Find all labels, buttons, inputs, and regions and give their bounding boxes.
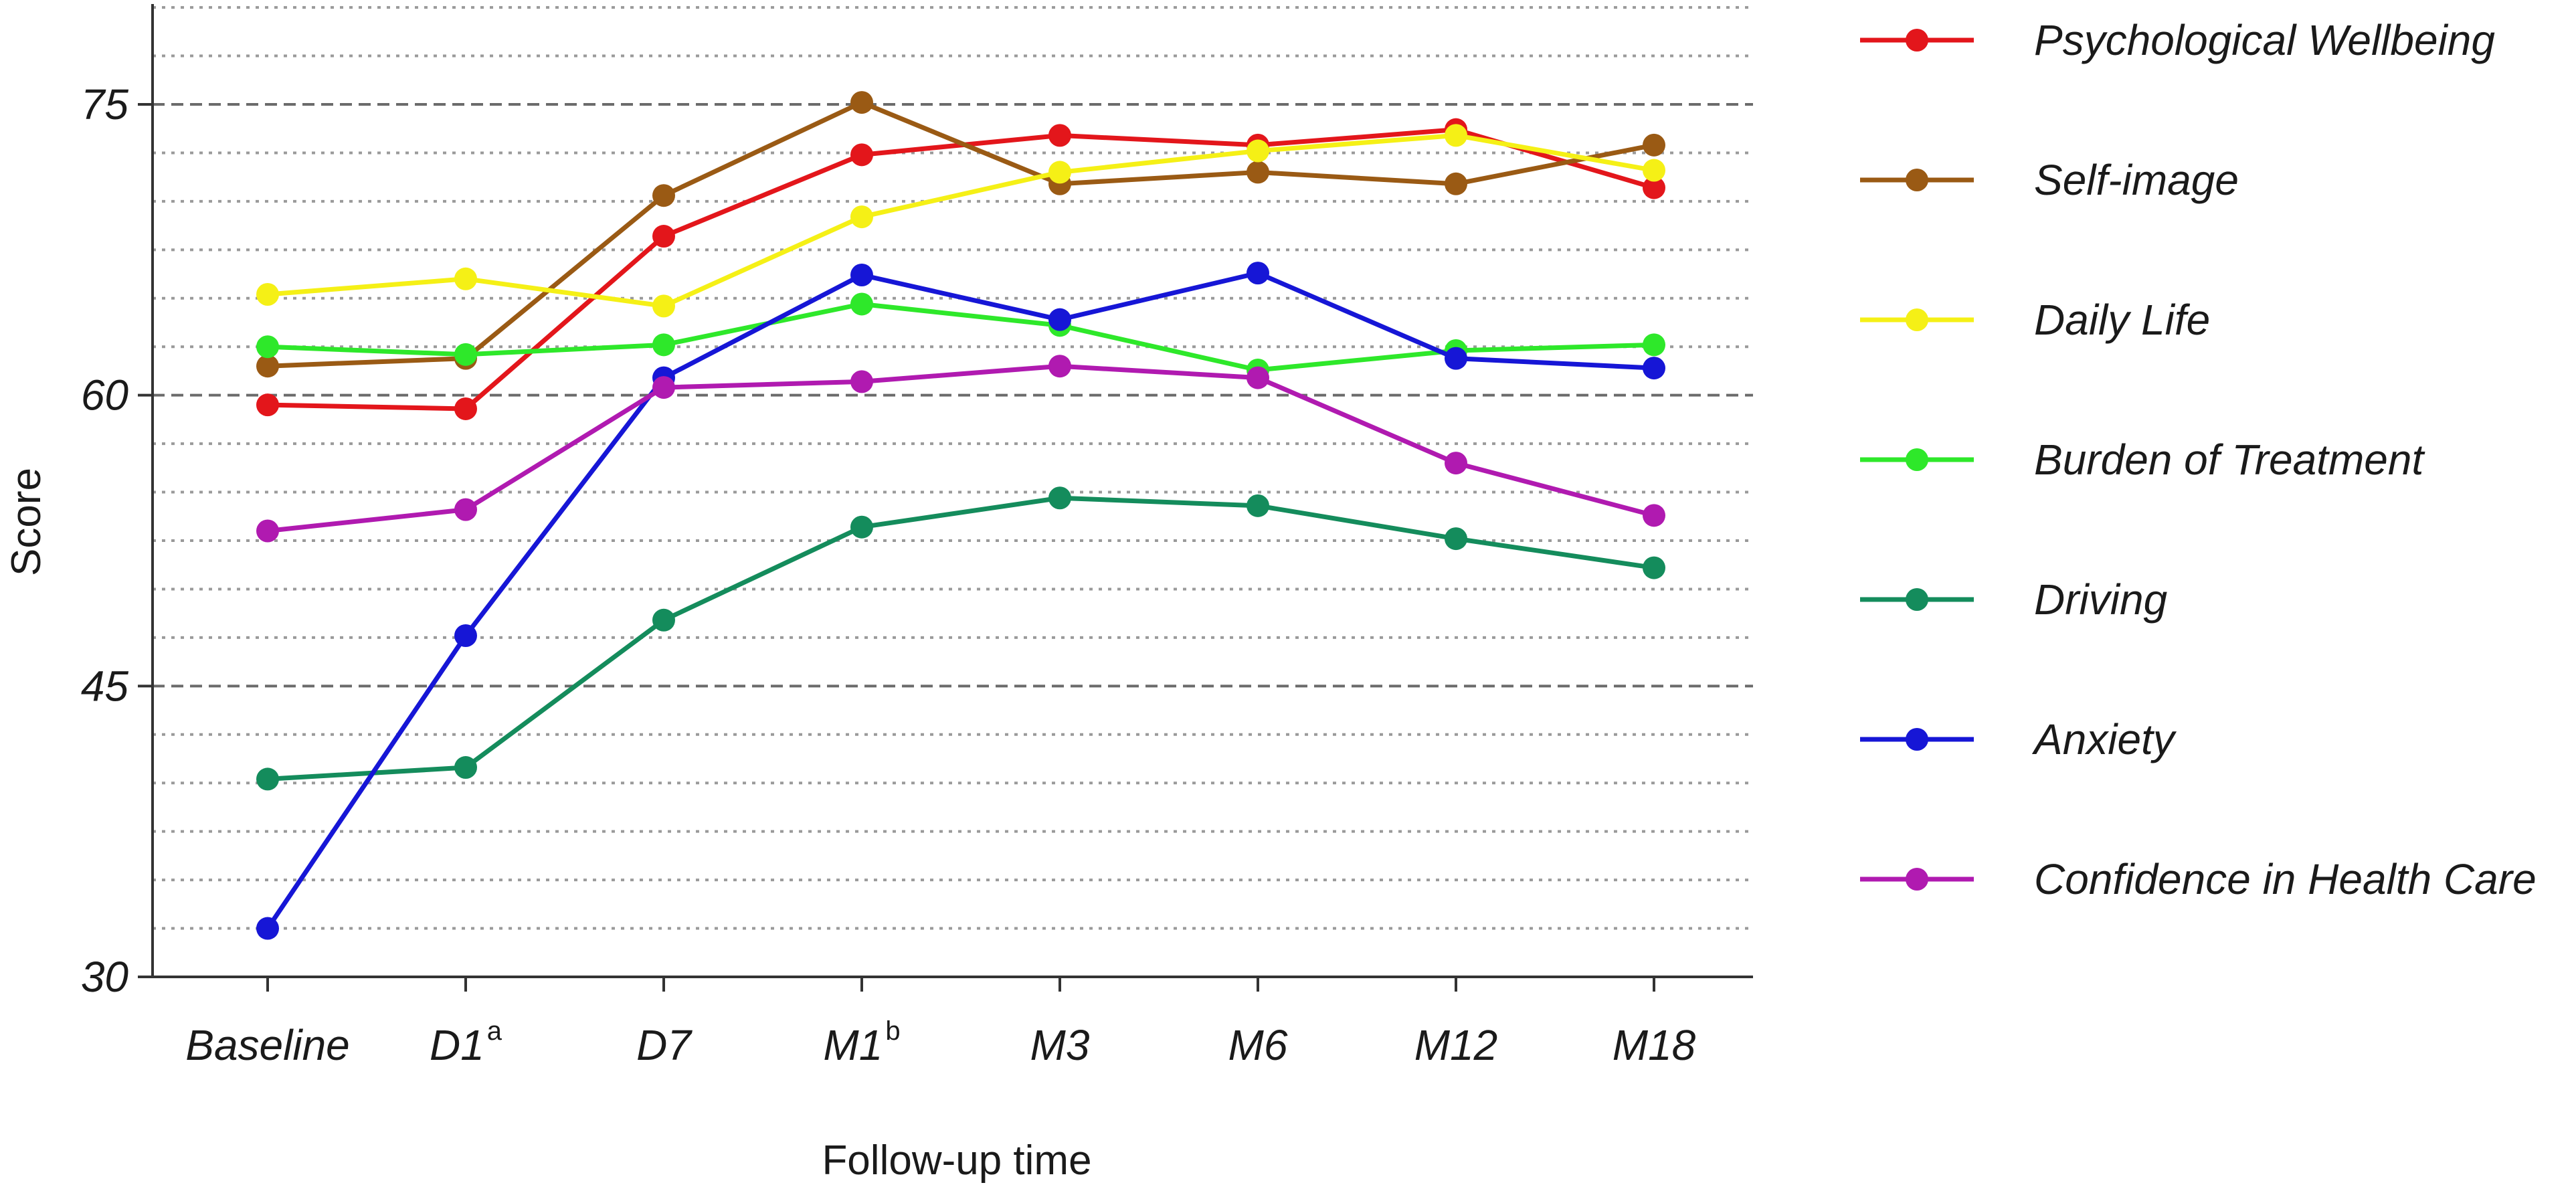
legend-swatch-marker <box>1906 448 1928 471</box>
series-line <box>267 495 1655 781</box>
data-point <box>850 143 873 167</box>
legend-item: Burden of Treatment <box>1860 436 2425 484</box>
series-confidence-in-health-care <box>256 355 1665 543</box>
data-point <box>1445 347 1467 370</box>
legend-label: Confidence in Health Care <box>2034 855 2537 903</box>
data-point <box>1643 556 1665 579</box>
data-point <box>256 282 279 306</box>
data-point <box>850 264 873 287</box>
x-tick-label: M3 <box>1030 1021 1090 1069</box>
x-tick-label: M18 <box>1613 1021 1696 1069</box>
data-point <box>652 376 675 399</box>
series-line <box>267 363 1655 533</box>
data-point <box>454 756 477 779</box>
legend-swatch-marker <box>1906 728 1928 751</box>
legend-label: Self-image <box>2034 156 2239 204</box>
data-point <box>1048 161 1071 184</box>
series-daily-life <box>256 124 1665 318</box>
x-tick-label: M12 <box>1414 1021 1498 1069</box>
y-tick-label: 60 <box>81 371 129 420</box>
legend-item: Driving <box>1860 575 2168 624</box>
data-point <box>850 370 873 393</box>
data-point <box>850 292 873 316</box>
x-tick-label: Baseline <box>185 1021 350 1069</box>
data-point <box>256 519 279 543</box>
series-line <box>267 100 1655 369</box>
data-point <box>454 267 477 290</box>
series-line <box>267 127 1655 411</box>
legend-swatch-marker <box>1906 588 1928 611</box>
legend-item: Confidence in Health Care <box>1860 855 2537 903</box>
data-point <box>850 205 873 229</box>
data-point <box>256 917 279 940</box>
y-tick-label: 30 <box>81 953 129 1001</box>
data-point <box>1643 504 1665 527</box>
data-point <box>1048 124 1071 147</box>
series-line <box>267 132 1655 308</box>
data-point <box>1048 355 1071 378</box>
legend-item: Anxiety <box>1860 715 2177 763</box>
data-point <box>1643 133 1665 157</box>
x-tick-label: M1 b <box>823 1016 900 1069</box>
legend-item: Daily Life <box>1860 296 2210 344</box>
series-driving <box>256 486 1665 791</box>
data-point <box>652 294 675 318</box>
data-point <box>1445 172 1467 195</box>
data-point <box>1247 139 1269 163</box>
data-point <box>1048 486 1071 510</box>
data-point <box>1643 333 1665 357</box>
data-point <box>256 355 279 378</box>
data-point <box>1643 176 1665 199</box>
data-point <box>652 333 675 357</box>
data-point <box>652 608 675 632</box>
data-point <box>256 767 279 791</box>
axes: 30 45 60 75 Baseline D1 a D7 M1 b M3 M6 M12 M18 <box>81 4 1753 1069</box>
series-lines <box>256 91 1665 940</box>
data-point <box>1247 161 1269 184</box>
data-point <box>256 335 279 359</box>
x-tick-label: D1 a <box>430 1016 502 1069</box>
x-tick-label: M6 <box>1228 1021 1288 1069</box>
data-point <box>1247 366 1269 389</box>
data-point <box>652 184 675 207</box>
x-tick-label: D7 <box>636 1021 693 1069</box>
data-point <box>454 397 477 420</box>
legend-label: Burden of Treatment <box>2034 436 2425 484</box>
data-point <box>1643 159 1665 182</box>
legend-label: Psychological Wellbeing <box>2034 16 2495 64</box>
series-line <box>267 301 1655 373</box>
gridlines <box>153 6 1753 930</box>
data-point <box>454 498 477 521</box>
legend-label: Anxiety <box>2031 715 2177 763</box>
data-point <box>652 225 675 248</box>
data-point <box>1445 452 1467 475</box>
data-point <box>1643 357 1665 380</box>
legend-swatch-marker <box>1906 868 1928 891</box>
legend-swatch-marker <box>1906 169 1928 191</box>
y-axis-title: Score <box>3 468 50 576</box>
legend-swatch-marker <box>1906 308 1928 331</box>
data-point <box>454 343 477 366</box>
series-line <box>266 270 1655 930</box>
y-tick-label: 45 <box>81 662 129 710</box>
data-point <box>1247 494 1269 517</box>
data-point <box>1445 124 1467 147</box>
legend: Psychological Wellbeing Self-image Daily L… <box>1860 16 2537 903</box>
data-point <box>850 91 873 114</box>
y-tick-label: 75 <box>81 80 129 128</box>
legend-label: Driving <box>2034 575 2168 624</box>
data-point <box>454 624 477 647</box>
legend-item: Self-image <box>1860 156 2239 204</box>
legend-item: Psychological Wellbeing <box>1860 16 2495 64</box>
data-point <box>256 393 279 417</box>
data-point <box>1445 527 1467 551</box>
legend-swatch-marker <box>1906 29 1928 52</box>
data-point <box>1048 308 1071 331</box>
x-axis-title: Follow-up time <box>822 1137 1091 1184</box>
data-point <box>850 515 873 539</box>
legend-label: Daily Life <box>2034 296 2210 344</box>
data-point <box>1247 262 1269 285</box>
